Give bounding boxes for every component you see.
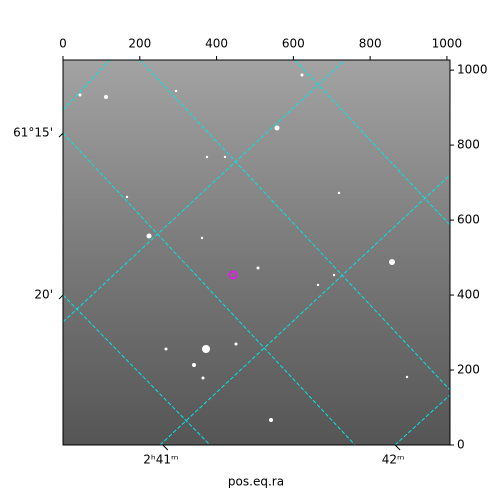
ra-tick-label: 42ᵐ	[382, 453, 405, 467]
stars	[78, 73, 409, 422]
y-tick-label: 400	[457, 288, 480, 302]
x-tick-label: 200	[128, 37, 151, 51]
x-tick-label: 600	[282, 37, 305, 51]
y-tick-label: 200	[457, 363, 480, 377]
x-tick-label: 0	[59, 37, 67, 51]
frame	[62, 59, 451, 446]
y-tick-label: 0	[457, 438, 465, 452]
ra-tick-label: 2ʰ41ᵐ	[143, 453, 178, 467]
wcs-grid	[63, 60, 450, 445]
dec-tick	[58, 294, 64, 300]
dec-tick	[58, 132, 64, 138]
y-tick-label: 800	[457, 138, 480, 152]
x-tick-label: 400	[205, 37, 228, 51]
y-tick-label: 1000	[457, 63, 488, 77]
x-tick-label: 800	[359, 37, 382, 51]
target-marker	[228, 270, 238, 280]
dec-tick-label: 61°15'	[13, 126, 53, 140]
x-axis-label: pos.eq.ra	[228, 475, 284, 489]
sky-image	[63, 60, 450, 445]
ra-tick	[162, 444, 169, 451]
y-tick-label: 600	[457, 213, 480, 227]
dec-tick-label: 20'	[34, 288, 53, 302]
ra-tick	[394, 444, 401, 451]
x-tick-label: 1000	[432, 37, 463, 51]
